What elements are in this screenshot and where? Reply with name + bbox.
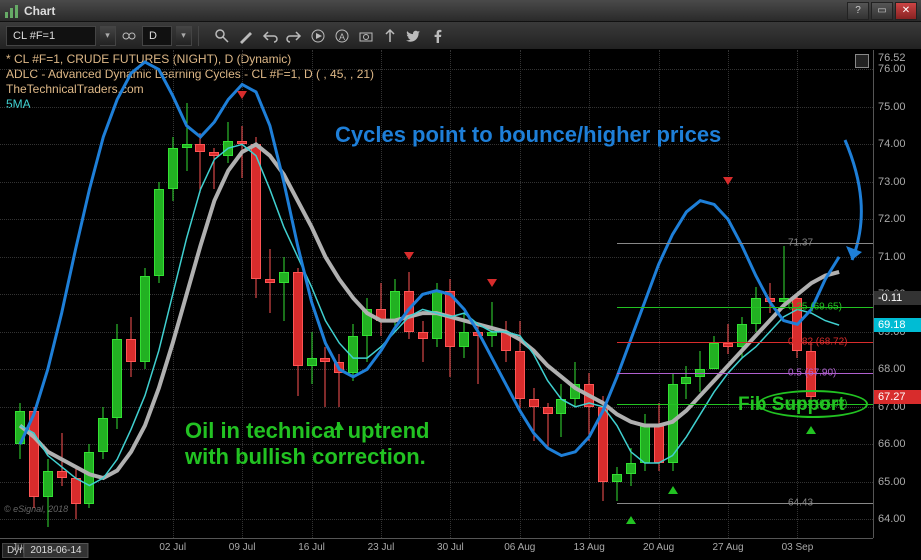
zoom-icon[interactable] — [213, 27, 231, 45]
toolbar: ▾ ▾ A — [0, 22, 921, 50]
copyright-text: © eSignal, 2018 — [4, 504, 68, 514]
redo-icon[interactable] — [285, 27, 303, 45]
link-icon[interactable] — [120, 27, 138, 45]
maximize-button[interactable]: ▭ — [871, 2, 893, 20]
draw-icon[interactable] — [237, 27, 255, 45]
date-flag: 2018-06-14 — [23, 543, 88, 558]
facebook-icon[interactable] — [429, 27, 447, 45]
help-button[interactable]: ? — [847, 2, 869, 20]
annotation-text: with bullish correction. — [185, 444, 426, 470]
titlebar: Chart ? ▭ ✕ — [0, 0, 921, 22]
play-icon[interactable] — [309, 27, 327, 45]
overlay-line1: * CL #F=1, CRUDE FUTURES (NIGHT), D (Dyn… — [6, 52, 291, 66]
expand-icon[interactable] — [855, 54, 869, 68]
separator — [198, 26, 199, 46]
twitter-icon[interactable] — [405, 27, 423, 45]
svg-text:A: A — [339, 32, 345, 42]
overlay-line3: TheTechnicalTraders.com — [6, 82, 144, 96]
overlay-line4: 5MA — [6, 97, 31, 111]
interval-dropdown[interactable]: ▾ — [176, 26, 192, 46]
y-axis: 64.0065.0066.0067.0068.0069.0070.0071.00… — [873, 50, 921, 538]
window-controls: ? ▭ ✕ — [847, 2, 917, 20]
close-button[interactable]: ✕ — [895, 2, 917, 20]
annotation-text: Fib Support — [738, 394, 845, 416]
annotation-text: Cycles point to bounce/higher prices — [335, 122, 721, 148]
attach-icon[interactable] — [381, 27, 399, 45]
symbol-input[interactable] — [6, 26, 96, 46]
interval-input[interactable] — [142, 26, 172, 46]
chart-icon — [4, 3, 20, 19]
alert-icon[interactable]: A — [333, 27, 351, 45]
annotation-text: Oil in technical uptrend — [185, 418, 429, 444]
symbol-dropdown[interactable]: ▾ — [100, 26, 116, 46]
x-axis: Dyn Jun02 Jul09 Jul16 Jul23 Jul30 Jul06 … — [0, 538, 873, 560]
window-title: Chart — [24, 4, 55, 18]
undo-icon[interactable] — [261, 27, 279, 45]
tool-icons: A — [213, 27, 447, 45]
chart-canvas[interactable]: * CL #F=1, CRUDE FUTURES (NIGHT), D (Dyn… — [0, 50, 873, 538]
camera-icon[interactable] — [357, 27, 375, 45]
